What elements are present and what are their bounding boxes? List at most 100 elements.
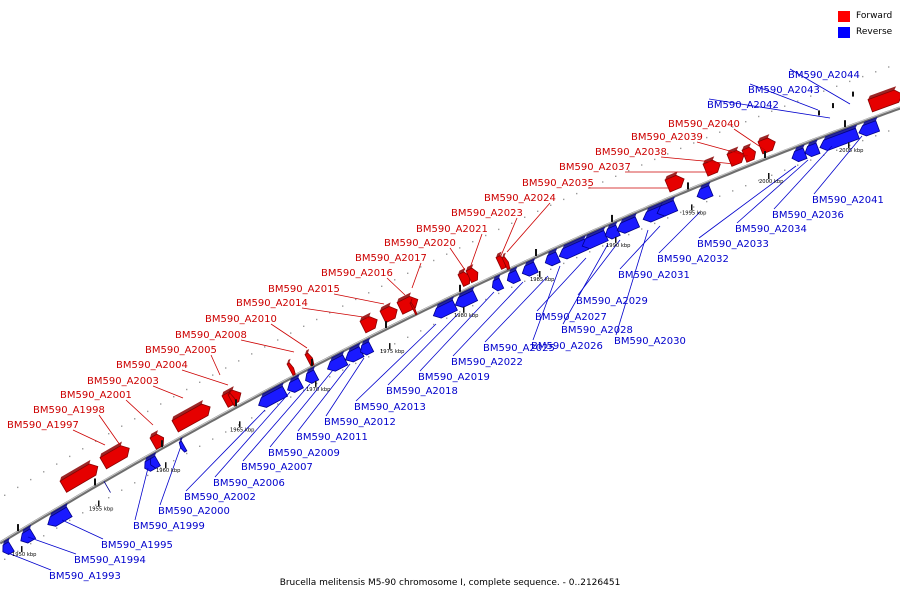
guide-dot (394, 279, 396, 281)
guide-dot (836, 149, 838, 151)
guide-dot (719, 131, 721, 133)
gene-bm590-a2040-top (758, 134, 770, 142)
gene-bm590-a2011 (344, 342, 365, 363)
gene-forward-edge (867, 86, 900, 113)
guide-dot (459, 247, 461, 249)
guide-dot (628, 233, 630, 236)
label-gene-bm590-a2028-leader (562, 243, 609, 325)
label-gene-bm590-a2037: BM590_A2037 (559, 162, 631, 173)
gene-bm590-a2022 (521, 258, 539, 277)
label-gene-bm590-a2029: BM590_A2029 (576, 296, 648, 307)
gene-bm590-a2027-top (585, 226, 606, 239)
tick-mark-8 (611, 214, 613, 222)
gene-bm590-a2022-top (524, 258, 536, 267)
gene-bm590-a2014-top (360, 312, 371, 322)
guide-dot (602, 181, 604, 183)
guide-dot (732, 190, 734, 192)
guide-dot (823, 90, 825, 92)
legend-forward: Forward (838, 9, 892, 23)
label-gene-bm590-a2021: BM590_A2021 (416, 224, 488, 235)
gene-bm590-a2040 (757, 134, 776, 155)
gene-bm590-a2028-top (607, 221, 618, 229)
gene-bm590-a2024-top (502, 252, 506, 258)
label-gene-bm590-a2027-leader (536, 257, 587, 312)
guide-dot (134, 418, 136, 420)
gene-bm590-a2029 (616, 212, 641, 234)
gene-bm590-a2006 (287, 374, 304, 393)
label-gene-bm590-a2008: BM590_A2008 (175, 330, 247, 341)
guide-dot (355, 362, 357, 365)
gene-bm590-a2011-top (348, 342, 361, 353)
guide-dot (238, 360, 240, 362)
minor-mark-11 (848, 142, 850, 149)
guide-dot (56, 527, 58, 529)
tick-mark-4 (311, 358, 313, 366)
label-gene-bm590-a1999-leader (134, 467, 149, 521)
label-gene-bm590-a2030: BM590_A2030 (614, 336, 686, 347)
tick-mark-1 (94, 478, 96, 486)
tick-label-5: 1975 kbp (380, 349, 405, 355)
label-gene-bm590-a2022-leader (452, 281, 524, 357)
label-gene-bm590-a2000-leader (159, 445, 182, 506)
label-gene-bm590-a1995-leader (61, 519, 104, 540)
guide-dot (784, 169, 786, 171)
guide-dot (251, 417, 253, 419)
guide-dot (862, 75, 864, 78)
guide-dot (511, 286, 513, 288)
guide-dot (368, 292, 370, 294)
tick-mark-3 (235, 399, 237, 407)
gene-bm590-a2016-body (396, 295, 419, 315)
gene-bm590-a2008-top (287, 358, 291, 364)
minor-mark-10 (768, 173, 770, 179)
gene-bm590-a1994 (20, 524, 37, 544)
guide-dot (784, 105, 786, 107)
gene-bm590-a2012 (360, 337, 375, 356)
gene-bm590-a1993 (2, 537, 15, 556)
gene-bm590-a1998-body (99, 445, 130, 470)
reverse-swatch (838, 26, 850, 38)
minor-mark-5 (389, 343, 391, 350)
guide-dot (407, 272, 409, 274)
label-gene-bm590-a2026-leader (532, 265, 561, 341)
label-gene-bm590-a2017: BM590_A2017 (355, 253, 427, 264)
guide-dot (641, 228, 643, 230)
gene-bm590-a2009-top (330, 351, 345, 362)
label-gene-bm590-a2030-leader (615, 229, 649, 336)
label-gene-bm590-a2036-leader (773, 145, 833, 210)
gene-bm590-a2013-body (432, 299, 458, 319)
guide-dot (82, 512, 84, 514)
guide-dot (693, 142, 695, 144)
gene-bm590-a2025-body (544, 251, 561, 267)
guide-dot (264, 346, 266, 348)
gene-bm590-a2021-top (466, 264, 474, 271)
gene-bm590-a2038-top (727, 146, 739, 155)
label-gene-bm590-a2023: BM590_A2023 (451, 208, 523, 219)
tick-mark-2 (161, 440, 163, 448)
guide-dot (212, 374, 214, 376)
label-gene-bm590-a1999: BM590_A1999 (133, 521, 205, 532)
label-gene-bm590-a2021-leader (469, 233, 483, 269)
label-gene-bm590-a1993: BM590_A1993 (49, 571, 121, 582)
gene-bm590-a2018-top (458, 286, 475, 298)
gene-bm590-a2035-top (665, 171, 678, 180)
gene-bm590-a2044 (852, 91, 854, 97)
tick-label-1: 1955 kbp (89, 507, 114, 513)
guide-dot (563, 198, 565, 201)
guide-dot (199, 381, 201, 383)
guide-dot (173, 396, 175, 398)
gene-bm590-a1995 (47, 503, 73, 527)
gene-bm590-a2036 (819, 124, 860, 152)
sequence-axis-highlight (0, 106, 900, 543)
gene-bm590-a2039 (741, 143, 756, 163)
guide-dot (810, 159, 812, 161)
guide-dot (342, 369, 344, 371)
label-gene-bm590-a2019: BM590_A2019 (418, 372, 490, 383)
label-gene-bm590-a2017-leader (411, 262, 422, 289)
guide-dot (17, 486, 19, 489)
guide-dot (4, 558, 6, 560)
label-gene-bm590-a2006: BM590_A2006 (213, 478, 285, 489)
gene-bm590-a2013 (432, 296, 458, 319)
gene-reverse-small-a-top (150, 452, 157, 459)
label-gene-bm590-a2022: BM590_A2022 (451, 357, 523, 368)
minor-mark-2 (165, 462, 167, 469)
